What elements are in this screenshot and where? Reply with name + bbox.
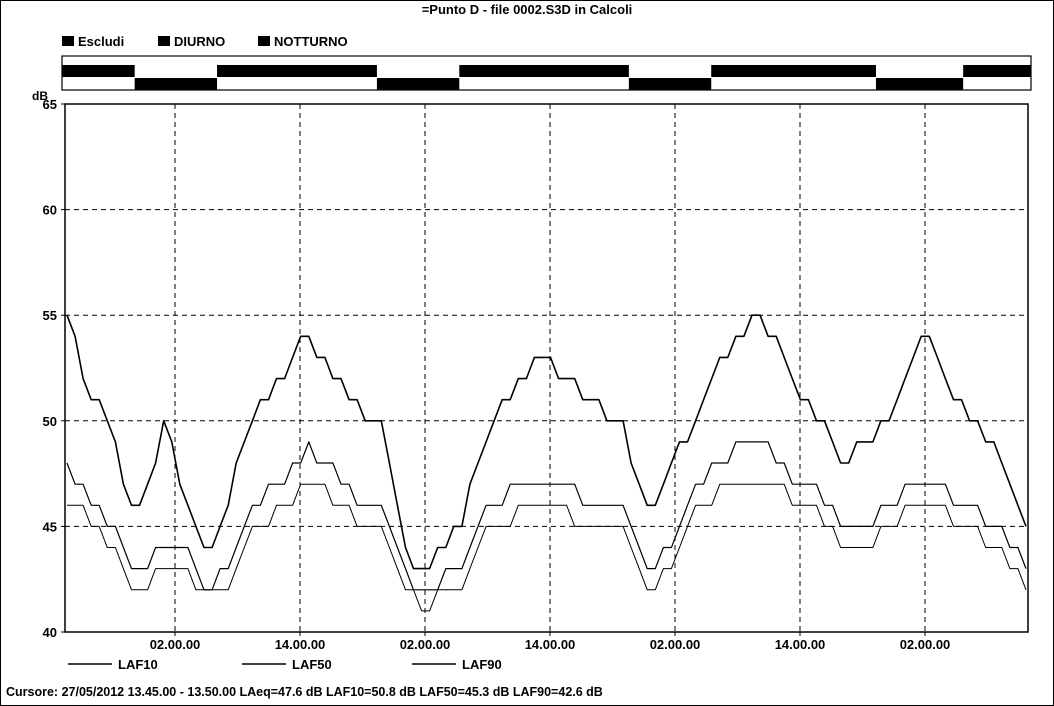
period-band [134,78,218,90]
period-legend-label: NOTTURNO [274,34,348,49]
y-tick-label: 50 [43,414,57,429]
period-legend-label: DIURNO [174,34,225,49]
period-band [62,65,135,77]
x-tick-label: 14.00.00 [525,637,576,652]
y-tick-label: 40 [43,625,57,640]
period-band [376,78,460,90]
legend-label: LAF90 [462,657,502,672]
plot-area [64,103,1029,633]
period-legend-label: Escludi [78,34,124,49]
period-band [628,78,712,90]
y-tick-label: 60 [43,203,57,218]
chart-title: =Punto D - file 0002.S3D in Calcoli [421,2,633,17]
series-line-laf50 [66,441,1027,591]
period-legend-swatch [258,36,270,46]
period-band [459,65,629,77]
x-tick-label: 14.00.00 [275,637,326,652]
series-line-laf90 [67,483,1027,612]
x-tick-label: 02.00.00 [150,637,201,652]
x-tick-label: 02.00.00 [400,637,451,652]
series-line-laf10 [66,314,1027,570]
period-legend-swatch [158,36,170,46]
period-legend-swatch [62,36,74,46]
period-band [217,65,377,77]
period-band [963,65,1031,77]
cursor-readout: Cursore: 27/05/2012 13.45.00 - 13.50.00 … [6,685,603,699]
period-band [875,78,964,90]
x-tick-label: 02.00.00 [650,637,701,652]
legend-label: LAF10 [118,657,158,672]
y-axis-label: dB [32,89,48,103]
y-tick-label: 65 [43,97,57,112]
x-tick-label: 14.00.00 [775,637,826,652]
x-tick-label: 02.00.00 [900,637,951,652]
legend-label: LAF50 [292,657,332,672]
period-band [711,65,876,77]
y-tick-label: 45 [43,519,57,534]
y-tick-label: 55 [43,308,57,323]
